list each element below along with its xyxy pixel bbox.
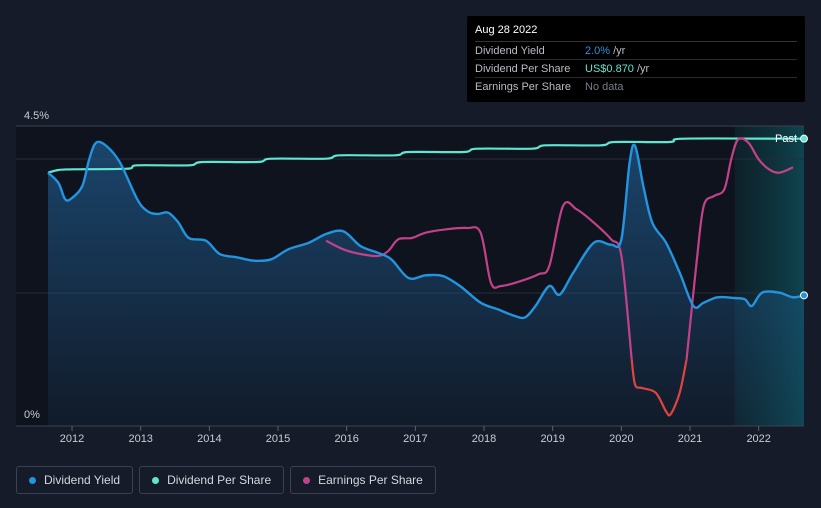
tooltip: Aug 28 2022 Dividend Yield 2.0% /yr Divi… <box>467 16 805 102</box>
dividend-yield-end-marker <box>800 291 808 300</box>
dividend-per-share-line <box>47 137 804 174</box>
legend-label: Dividend Per Share <box>167 473 272 487</box>
x-tick-label: 2013 <box>128 433 152 445</box>
earnings-per-share-line <box>685 137 794 360</box>
tooltip-unit: /yr <box>636 62 650 75</box>
x-tick-label: 2017 <box>403 433 427 445</box>
x-tick-label: 2016 <box>334 433 358 445</box>
legend-item-earnings-per-share[interactable]: Earnings Per Share <box>290 466 436 494</box>
earnings-per-share-negative-line <box>630 359 688 417</box>
y-tick-label-top: 4.5% <box>24 110 49 122</box>
x-tick-label: 2019 <box>540 433 564 445</box>
legend-dot-icon <box>152 476 160 484</box>
tooltip-value: US$0.870 <box>585 62 634 75</box>
legend: Dividend Yield Dividend Per Share Earnin… <box>16 466 436 494</box>
x-tick-label: 2012 <box>60 433 84 445</box>
legend-dot-icon <box>29 476 36 484</box>
legend-label: Dividend Yield <box>44 473 121 487</box>
x-tick-label: 2014 <box>197 433 221 445</box>
y-axis: 4.5% 0% <box>24 110 49 421</box>
tooltip-date: Aug 28 2022 <box>475 24 797 42</box>
tooltip-value: No data <box>585 80 624 93</box>
legend-label: Earnings Per Share <box>318 473 423 487</box>
dividend-yield-line <box>47 140 805 320</box>
tooltip-row-dividend-per-share: Dividend Per Share US$0.870 /yr <box>475 60 797 78</box>
tooltip-row-dividend-yield: Dividend Yield 2.0% /yr <box>475 42 797 60</box>
dividend-per-share-series <box>47 137 804 174</box>
x-tick-label: 2015 <box>266 433 290 445</box>
legend-dot-icon <box>303 476 311 484</box>
x-axis: 2012 2013 2014 2015 2016 2017 2018 2019 2020 2021… <box>60 426 771 445</box>
tooltip-value: 2.0% <box>585 44 611 57</box>
x-tick-label: 2022 <box>746 433 770 445</box>
x-tick-label: 2021 <box>678 433 702 445</box>
tooltip-unit: /yr <box>613 44 626 57</box>
dividend-yield-series <box>47 140 805 320</box>
x-tick-label: 2020 <box>609 433 633 445</box>
x-tick-label: 2018 <box>472 433 496 445</box>
y-tick-label-bottom: 0% <box>24 409 40 421</box>
legend-item-dividend-yield[interactable]: Dividend Yield <box>16 466 134 494</box>
tooltip-label: Earnings Per Share <box>475 80 571 93</box>
dividend-yield-area <box>48 141 804 426</box>
dividend-per-share-end-marker <box>800 134 808 143</box>
end-markers <box>800 134 808 300</box>
tooltip-label: Dividend Per Share <box>475 62 571 75</box>
tooltip-label: Dividend Yield <box>475 44 545 57</box>
dividend-yield-fill <box>48 141 804 426</box>
past-label: Past <box>775 133 797 145</box>
tooltip-row-earnings-per-share: Earnings Per Share No data <box>475 78 797 95</box>
legend-item-dividend-per-share[interactable]: Dividend Per Share <box>139 466 285 494</box>
